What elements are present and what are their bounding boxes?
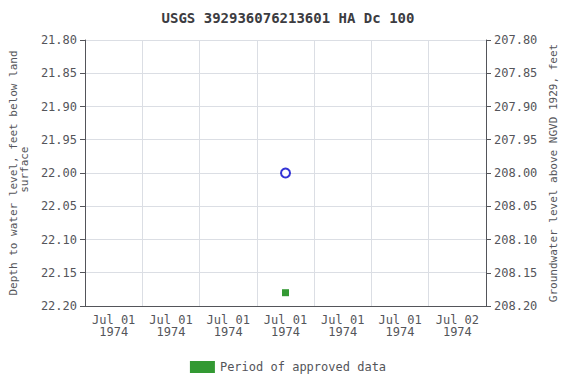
svg-text:1974: 1974 bbox=[156, 325, 185, 339]
svg-text:21.90: 21.90 bbox=[41, 100, 77, 114]
svg-text:21.80: 21.80 bbox=[41, 33, 77, 47]
svg-text:Depth to water level, feet bel: Depth to water level, feet below land bbox=[7, 50, 20, 296]
svg-text:207.90: 207.90 bbox=[494, 100, 537, 114]
svg-text:Jul 01: Jul 01 bbox=[378, 313, 422, 327]
svg-text:Jul 02: Jul 02 bbox=[435, 313, 479, 327]
svg-text:1974: 1974 bbox=[386, 325, 415, 339]
svg-text:1974: 1974 bbox=[271, 325, 300, 339]
svg-text:Period of approved data: Period of approved data bbox=[220, 360, 386, 374]
svg-text:207.85: 207.85 bbox=[494, 66, 537, 80]
svg-text:Jul 01: Jul 01 bbox=[92, 313, 136, 327]
svg-text:208.20: 208.20 bbox=[494, 299, 537, 313]
svg-text:208.10: 208.10 bbox=[494, 233, 537, 247]
svg-text:Groundwater level above NGVD 1: Groundwater level above NGVD 1929, feet bbox=[547, 44, 560, 302]
svg-text:207.95: 207.95 bbox=[494, 133, 537, 147]
svg-text:surface: surface bbox=[18, 147, 31, 200]
svg-text:22.05: 22.05 bbox=[41, 199, 77, 213]
svg-text:Jul 01: Jul 01 bbox=[321, 313, 365, 327]
svg-text:1974: 1974 bbox=[99, 325, 128, 339]
svg-text:1974: 1974 bbox=[328, 325, 357, 339]
svg-text:21.95: 21.95 bbox=[41, 133, 77, 147]
svg-text:22.20: 22.20 bbox=[41, 299, 77, 313]
svg-text:208.15: 208.15 bbox=[494, 266, 537, 280]
svg-text:Jul 01: Jul 01 bbox=[263, 313, 308, 327]
svg-text:22.10: 22.10 bbox=[41, 233, 77, 247]
svg-text:Jul 01: Jul 01 bbox=[149, 313, 193, 327]
svg-text:22.00: 22.00 bbox=[41, 166, 77, 180]
svg-text:1974: 1974 bbox=[443, 325, 472, 339]
svg-text:207.80: 207.80 bbox=[494, 33, 537, 47]
svg-text:USGS 392936076213601 HA Dc 100: USGS 392936076213601 HA Dc 100 bbox=[162, 10, 415, 26]
svg-text:21.85: 21.85 bbox=[41, 66, 77, 80]
svg-text:Jul 01: Jul 01 bbox=[206, 313, 250, 327]
svg-text:22.15: 22.15 bbox=[41, 266, 77, 280]
svg-text:208.00: 208.00 bbox=[494, 166, 537, 180]
svg-text:1974: 1974 bbox=[214, 325, 243, 339]
svg-text:208.05: 208.05 bbox=[494, 199, 537, 213]
